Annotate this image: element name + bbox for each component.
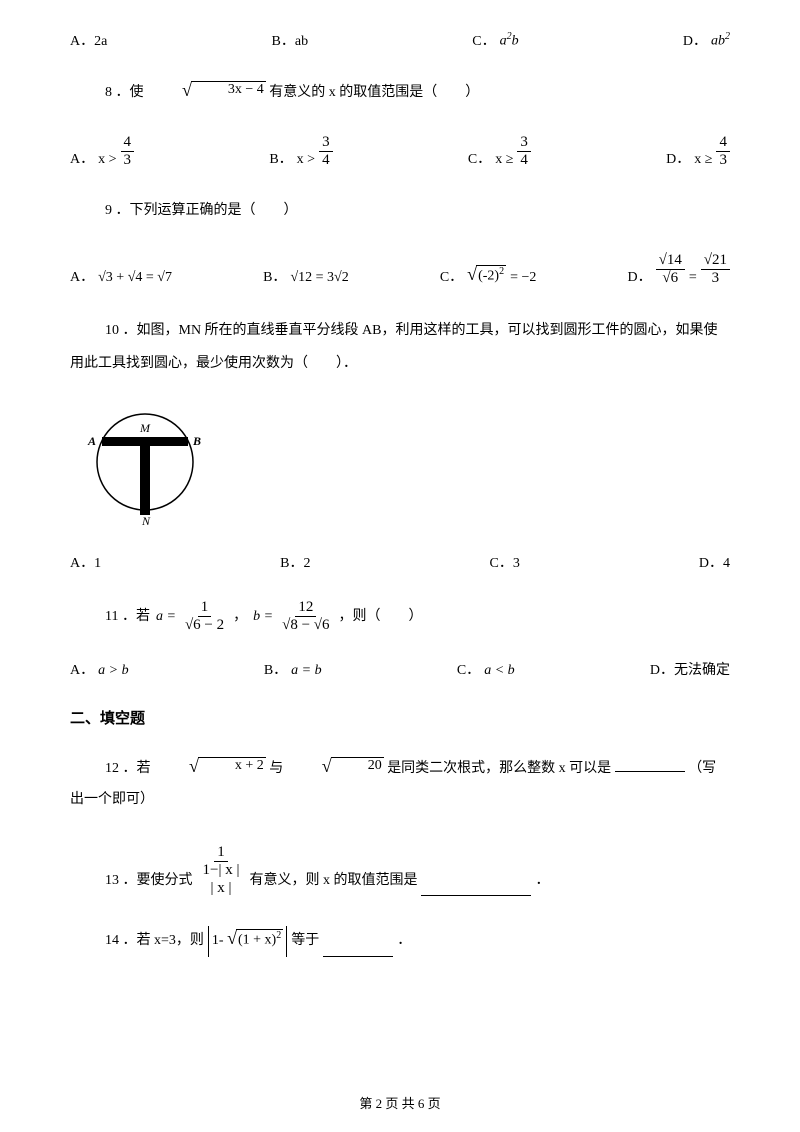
svg-text:A: A xyxy=(87,434,96,448)
q8-suffix: 有意义的 x 的取值范围是（ ） xyxy=(269,85,479,100)
q13-blank xyxy=(421,882,531,896)
q7-b-text: B．ab xyxy=(272,30,309,50)
q8-stem: 8 ．使 √3x − 4 有意义的 x 的取值范围是（ ） xyxy=(70,78,730,109)
section-2-title: 二、填空题 xyxy=(70,707,730,728)
q14-blank xyxy=(323,943,393,957)
q8-option-b: B． x > 34 xyxy=(269,135,332,168)
q7-option-d: D． ab2 xyxy=(683,30,730,50)
q10-figure: M N A B xyxy=(80,407,730,532)
q7-option-a: A．2a xyxy=(70,30,107,50)
q7-options: A．2a B．ab C． a2b D． ab2 xyxy=(70,30,730,50)
q8-prefix: 8 ．使 xyxy=(105,85,144,100)
q13-fraction: 1 1−| x | | x | xyxy=(197,845,246,896)
q7-option-c: C． a2b xyxy=(472,30,518,50)
page-footer: 第 2 页 共 6 页 xyxy=(0,1093,800,1112)
q10-option-b: B．2 xyxy=(280,552,310,572)
q14-abs: 1- √(1 + x)2 xyxy=(208,926,287,957)
svg-text:B: B xyxy=(192,434,201,448)
q11-option-c: C．a < b xyxy=(457,659,515,679)
q10-options: A．1 B．2 C．3 D．4 xyxy=(70,552,730,572)
circle-tool-icon: M N A B xyxy=(80,407,210,527)
q9-options: A． √3 + √4 = √7 B． √12 = 3√2 C． √(-2)2 =… xyxy=(70,253,730,286)
q9-option-a: A． √3 + √4 = √7 xyxy=(70,266,172,286)
q12-blank xyxy=(615,758,685,772)
q10-option-c: C．3 xyxy=(490,552,520,572)
q11-stem: 11 ．若 a = 1√6 − 2 ， b = 12√8 − √6 ，则（ ） xyxy=(105,600,730,633)
q7-a-text: A．2a xyxy=(70,30,107,50)
q9-option-b: B． √12 = 3√2 xyxy=(263,266,349,286)
q12-stem: 12 ．若 √x + 2 与 √20 是同类二次根式，那么整数 x 可以是 （写… xyxy=(70,754,730,816)
q11-options: A．a > b B．a = b C．a < b D．无法确定 xyxy=(70,659,730,679)
q7-d-prefix: D． xyxy=(683,30,707,50)
q11-option-d: D．无法确定 xyxy=(650,659,730,679)
q8-sqrt: √3x − 4 xyxy=(147,81,266,99)
q9-option-d: D． √14√6 = √213 xyxy=(627,253,730,286)
q8-option-a: A． x > 43 xyxy=(70,135,134,168)
q8-option-d: D． x ≥ 43 xyxy=(666,135,730,168)
q14-stem: 14 ．若 x=3，则 1- √(1 + x)2 等于 ． xyxy=(105,926,730,957)
q8-option-c: C． x ≥ 34 xyxy=(468,135,531,168)
q13-stem: 13 ．要使分式 1 1−| x | | x | 有意义，则 x 的取值范围是 … xyxy=(105,845,730,896)
q10-stem: 10 ．如图，MN 所在的直线垂直平分线段 AB，利用这样的工具，可以找到圆形工… xyxy=(70,314,730,381)
q7-c-prefix: C． xyxy=(472,30,495,50)
q9-stem: 9 ．下列运算正确的是（ ） xyxy=(70,196,730,227)
q10-option-d: D．4 xyxy=(699,552,730,572)
q9-option-c: C． √(-2)2 = −2 xyxy=(440,265,537,285)
q10-option-a: A．1 xyxy=(70,552,101,572)
q7-d-expr: ab2 xyxy=(711,31,730,50)
q11-option-a: A．a > b xyxy=(70,659,129,679)
q8-options: A． x > 43 B． x > 34 C． x ≥ 34 D． x ≥ 43 xyxy=(70,135,730,168)
q7-c-expr: a2b xyxy=(500,31,519,50)
svg-text:M: M xyxy=(139,421,151,435)
q11-option-b: B．a = b xyxy=(264,659,322,679)
q7-option-b: B．ab xyxy=(272,30,309,50)
svg-text:N: N xyxy=(141,514,151,527)
